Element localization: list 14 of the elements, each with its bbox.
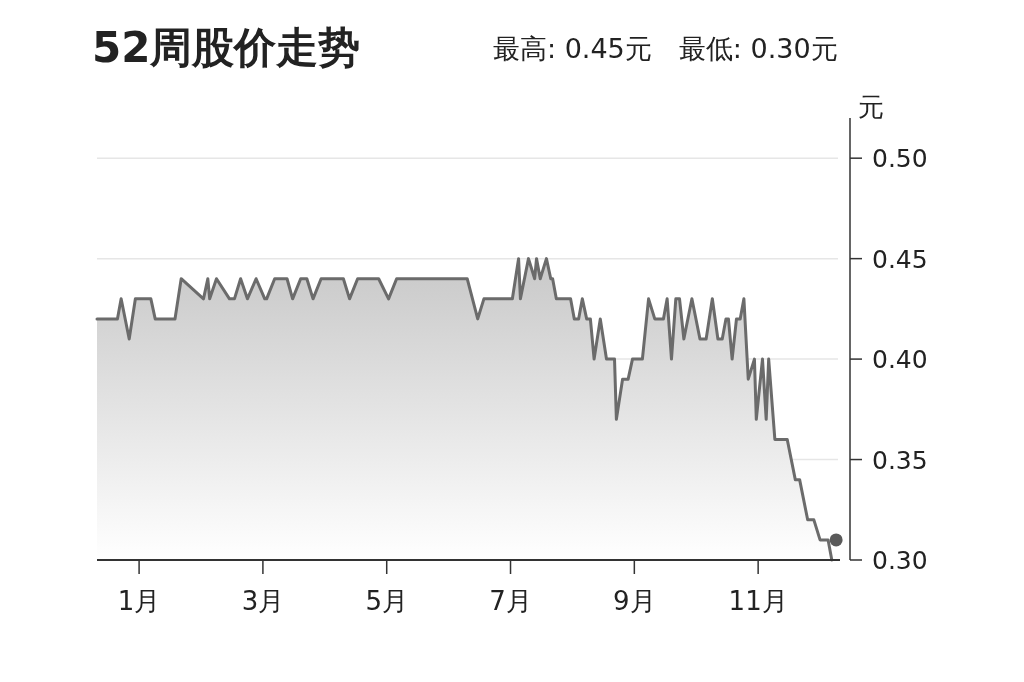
y-tick-label: 0.50 — [872, 144, 928, 174]
chart-title: 52周股价走势 — [92, 23, 361, 72]
y-axis-title: 元 — [858, 92, 884, 122]
chart-subtitle: 最高: 0.45元 最低: 0.30元 — [493, 33, 838, 64]
x-tick-label: 7月 — [489, 586, 532, 616]
y-tick-label: 0.35 — [872, 445, 928, 475]
x-tick-label: 1月 — [117, 586, 161, 616]
y-tick-label: 0.30 — [872, 546, 928, 575]
y-tick-label: 0.40 — [872, 345, 928, 375]
x-tick-label: 5月 — [365, 586, 408, 616]
y-tick-label: 0.45 — [872, 244, 928, 274]
x-tick-label: 11月 — [728, 586, 788, 616]
x-tick-label: 9月 — [613, 586, 656, 616]
x-tick-label: 3月 — [241, 586, 285, 616]
